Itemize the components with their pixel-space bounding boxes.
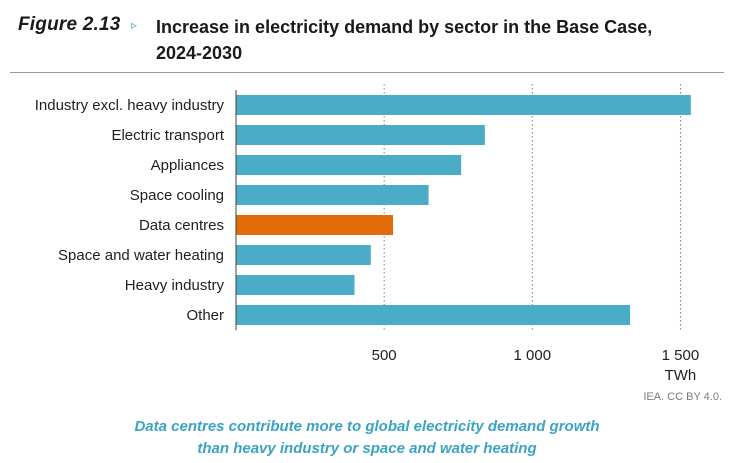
credit-text: IEA. CC BY 4.0. [643,391,722,403]
bar [236,125,485,145]
category-label: Industry excl. heavy industry [35,97,225,114]
caption-line-1: Data centres contribute more to global e… [134,418,600,435]
bar [236,275,355,295]
x-tick-label: 1 500 [662,347,700,364]
category-label: Data centres [139,217,224,234]
category-label: Heavy industry [125,277,225,294]
bar-chart: Industry excl. heavy industry Electric tr… [35,84,700,384]
bar [236,95,691,115]
x-tick-label: 500 [372,347,397,364]
figure-caption: Data centres contribute more to global e… [0,416,734,460]
category-label: Other [186,307,224,324]
figure-title: Increase in electricity demand by sector… [156,14,716,66]
bar-highlight [236,215,394,235]
bar [236,245,371,265]
bar [236,155,462,175]
category-label: Space and water heating [58,247,224,264]
figure-label: Figure 2.13 [18,14,121,35]
category-label: Appliances [151,157,224,174]
x-axis-label: TWh [665,367,697,384]
x-tick-label: 1 000 [514,347,552,364]
bar [236,305,631,325]
category-label: Electric transport [111,127,224,144]
header-divider [10,72,724,73]
triangle-arrow-icon: ▹ [131,18,138,32]
bar [236,185,429,205]
category-label: Space cooling [130,187,224,204]
figure-title-line-2: 2024-2030 [156,43,243,63]
figure-title-line-1: Increase in electricity demand by sector… [156,17,653,37]
caption-line-2: than heavy industry or space and water h… [197,440,537,457]
